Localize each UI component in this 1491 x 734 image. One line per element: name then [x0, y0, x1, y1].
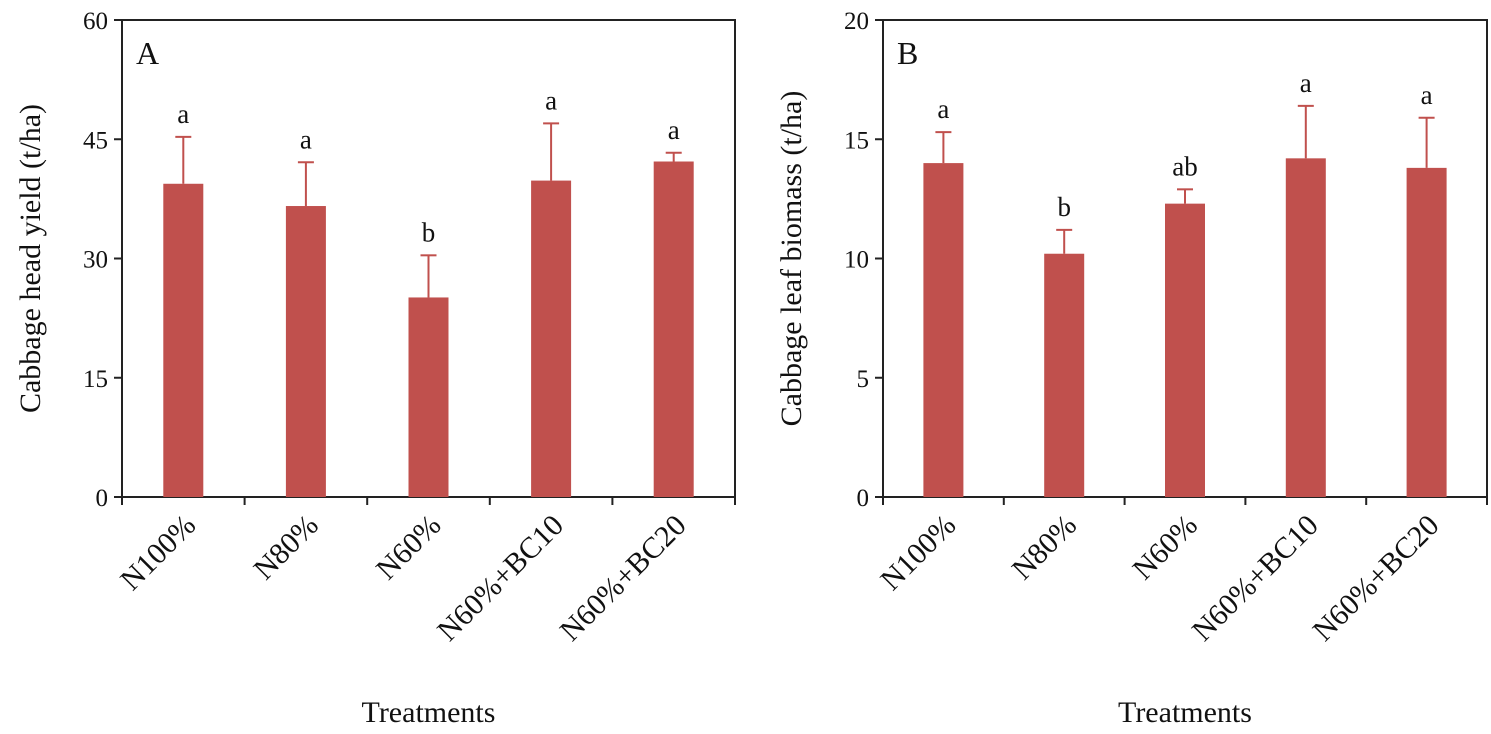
x-tick-label: N80%	[1006, 509, 1084, 587]
bar	[1285, 158, 1326, 497]
significance-letter: a	[177, 99, 189, 129]
x-axis-label: Treatments	[1118, 696, 1252, 729]
significance-letter: a	[1300, 68, 1312, 98]
chart-panel-a: 0 15 30 45 60 a N100% a N80% b N60% a N60%+BC10 a N60%…	[14, 8, 736, 729]
panel-label: B	[897, 35, 918, 71]
y-tick-label: 15	[83, 366, 108, 393]
significance-letter: b	[1057, 192, 1071, 222]
y-tick-label: 30	[83, 247, 108, 274]
bar	[923, 163, 964, 497]
bar	[1044, 253, 1085, 497]
x-axis-label: Treatments	[362, 696, 496, 729]
y-tick-label: 60	[83, 8, 108, 35]
significance-letter: a	[937, 94, 949, 124]
x-tick-label: N60%	[1126, 509, 1204, 587]
x-tick-label: N60%+BC10	[1186, 509, 1325, 648]
y-tick-label: 10	[844, 247, 869, 274]
bar	[1165, 203, 1205, 497]
chart-panel-b: 0 5 10 15 20 a N100% b N80% ab N60% a N60%+BC10 a N60%…	[775, 8, 1488, 729]
significance-letter: b	[422, 217, 436, 247]
y-axis-label: Cabbage leaf biomass (t/ha)	[775, 91, 808, 427]
x-tick-label: N100%	[114, 509, 202, 597]
x-tick-label: N60%	[370, 509, 448, 587]
y-tick-label: 0	[96, 485, 109, 512]
x-tick-label: N60%+BC20	[1307, 509, 1446, 648]
panel-label: A	[136, 35, 159, 71]
x-tick-label: N60%+BC10	[431, 509, 570, 648]
significance-letter: a	[668, 115, 680, 145]
x-tick-label: N80%	[247, 509, 325, 587]
y-tick-label: 20	[844, 8, 869, 35]
y-tick-label: 5	[857, 366, 870, 393]
significance-letter: a	[300, 124, 312, 154]
significance-letter: ab	[1172, 151, 1197, 181]
y-tick-label: 0	[857, 485, 870, 512]
x-tick-label: N100%	[874, 509, 962, 597]
bar	[653, 161, 694, 497]
significance-letter: a	[545, 85, 557, 115]
x-tick-label: N60%+BC20	[554, 509, 693, 648]
y-axis-label: Cabbage head yield (t/ha)	[14, 104, 47, 413]
bar	[163, 183, 204, 497]
bar	[1406, 167, 1447, 497]
bar	[408, 297, 449, 497]
y-tick-label: 15	[844, 127, 869, 154]
bar	[285, 206, 326, 497]
y-tick-label: 45	[83, 127, 108, 154]
significance-letter: a	[1421, 80, 1433, 110]
bar	[531, 180, 572, 497]
